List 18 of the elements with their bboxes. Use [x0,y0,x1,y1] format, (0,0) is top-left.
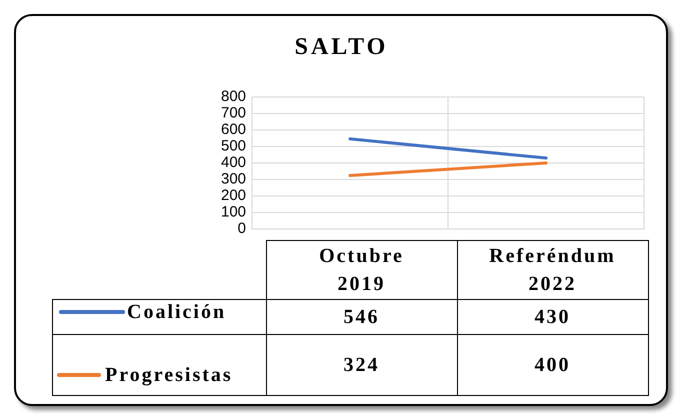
x-tick-label: Referéndum 2022 [488,244,617,297]
x-tick-label: Octubre 2019 [318,244,405,297]
chart-title: SALTO [294,34,390,61]
data-label: 546 [266,300,457,334]
data-label: 430 [457,300,648,334]
y-tick-label: 100 [220,204,246,221]
y-tick-label: 800 [220,88,246,106]
data-label: 400 [457,334,648,396]
y-tick-label: 600 [220,121,246,138]
y-tick-label: 400 [220,154,246,172]
y-tick-label: 700 [220,104,246,122]
y-tick-label: 300 [220,170,246,188]
y-tick-label: 0 [238,220,246,238]
legend-label: Progresistas [105,364,233,387]
y-tick-label: 200 [220,187,246,204]
data-label: 324 [266,334,457,396]
legend-label: Coalición [127,301,226,324]
y-tick-label: 500 [220,138,246,155]
